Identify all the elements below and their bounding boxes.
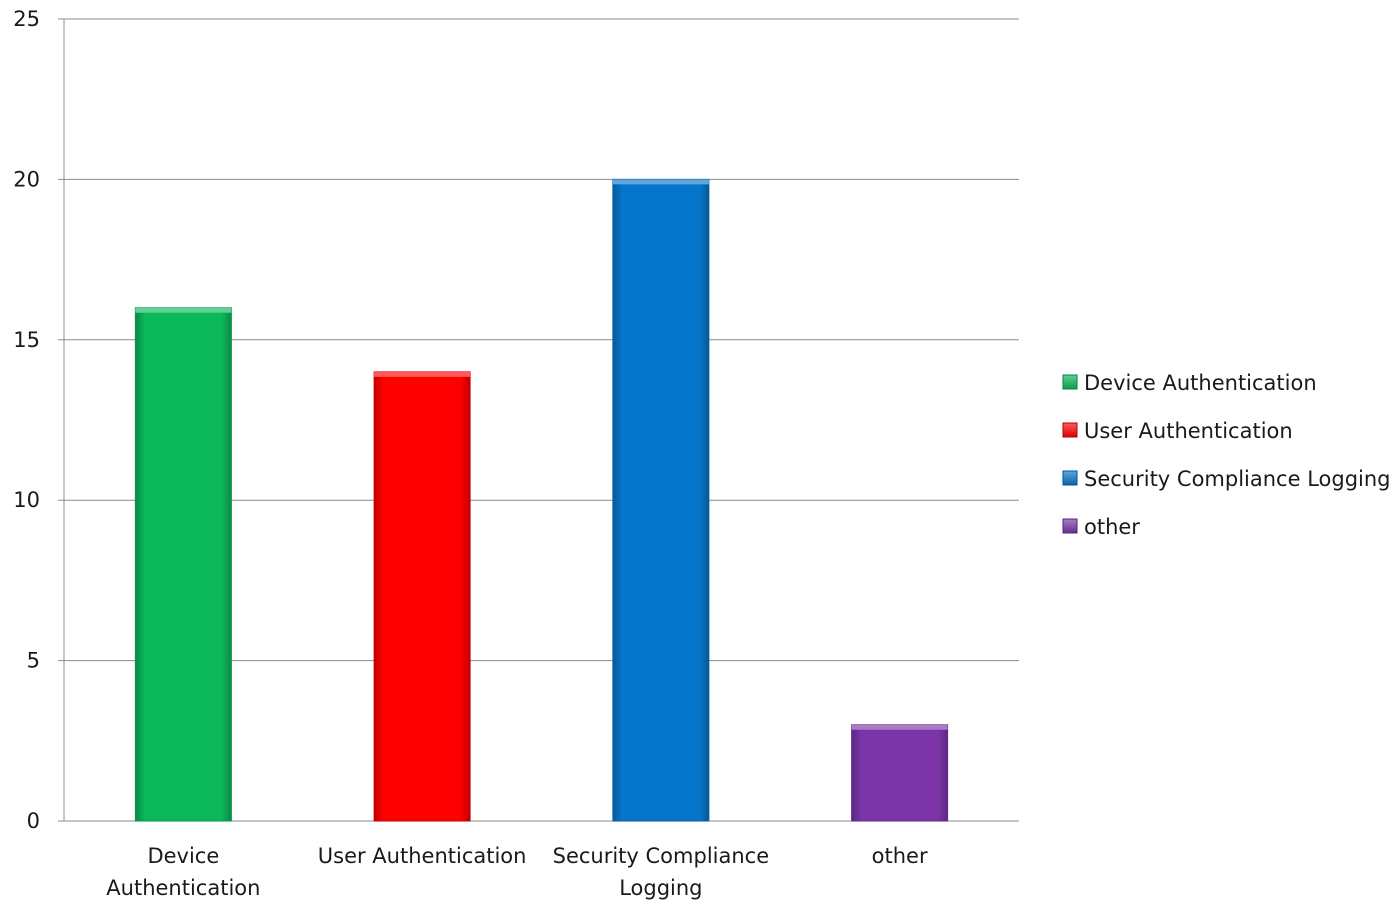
legend-label: User Authentication (1084, 419, 1293, 443)
x-category-label: other (872, 844, 928, 868)
y-tick-label: 5 (27, 649, 40, 673)
legend-label: Security Compliance Logging (1084, 467, 1391, 491)
legend-swatch (1062, 470, 1078, 486)
y-tick-label: 25 (13, 7, 40, 31)
bar-security-compliance-logging (612, 178, 710, 822)
bar-top-bevel (135, 307, 232, 313)
y-tick-label: 15 (13, 328, 40, 352)
bar-top-bevel (374, 371, 471, 377)
bar-top-bevel (851, 724, 948, 730)
y-tick-label: 10 (13, 488, 40, 512)
x-axis-labels: Device Authentication User Authentication S… (106, 844, 928, 900)
legend-swatch (1062, 422, 1078, 438)
bars (134, 178, 949, 822)
y-tick-label: 20 (13, 167, 40, 191)
bar-user-authentication (373, 371, 471, 822)
bar-top-bevel (612, 179, 709, 185)
x-category-label: Device Authentication (106, 844, 260, 900)
y-axis-ticks: 0 5 10 15 20 25 (13, 7, 40, 833)
legend-swatch (1062, 374, 1078, 390)
x-category-label: User Authentication (318, 844, 527, 868)
y-tick-label: 0 (27, 809, 40, 833)
legend-label: Device Authentication (1084, 371, 1317, 395)
legend-swatch (1062, 518, 1078, 534)
x-category-label: Security Compliance Logging (553, 844, 770, 900)
bar-other (851, 724, 949, 822)
legend-label: other (1084, 515, 1140, 539)
legend: Device Authentication User Authentication… (1062, 371, 1391, 539)
bar-device-authentication (134, 307, 232, 822)
